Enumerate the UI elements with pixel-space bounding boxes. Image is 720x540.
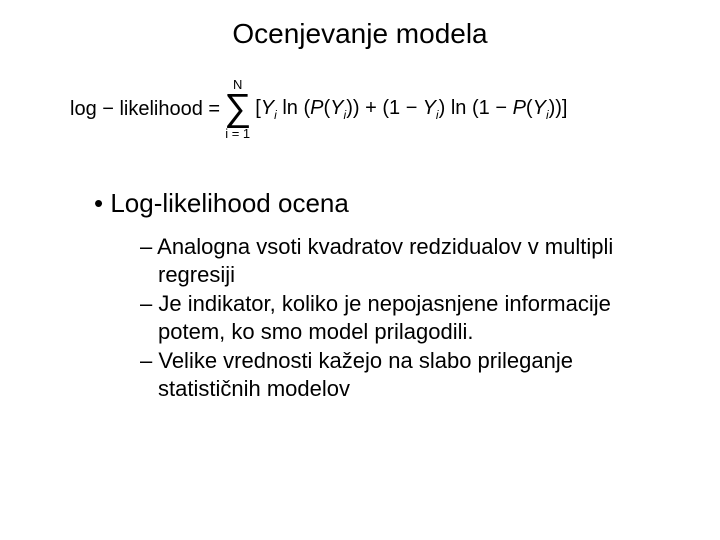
formula-rhs: [Yi ln (P(Yi)) + (1 − Yi) ln (1 − P(Yi))… [255, 97, 567, 122]
sub-bullet-item: Je indikator, koliko je nepojasnjene inf… [140, 290, 640, 345]
sub-bullet-list: Analogna vsoti kvadratov redzidualov v m… [140, 233, 640, 402]
formula-block: log − likelihood = N ∑ i = 1 [Yi ln (P(Y… [70, 78, 680, 140]
main-bullet: Log-likelihood ocena [94, 188, 680, 219]
sum-symbol: ∑ [224, 93, 251, 123]
sigma-icon: N ∑ i = 1 [224, 78, 251, 140]
slide-container: Ocenjevanje modela log − likelihood = N … [0, 0, 720, 540]
slide-title: Ocenjevanje modela [40, 18, 680, 50]
sum-lower-limit: i = 1 [225, 127, 250, 140]
formula-row: log − likelihood = N ∑ i = 1 [Yi ln (P(Y… [70, 78, 680, 140]
sub-bullet-item: Velike vrednosti kažejo na slabo prilega… [140, 347, 640, 402]
formula-lhs: log − likelihood = [70, 98, 220, 121]
sub-bullet-item: Analogna vsoti kvadratov redzidualov v m… [140, 233, 640, 288]
